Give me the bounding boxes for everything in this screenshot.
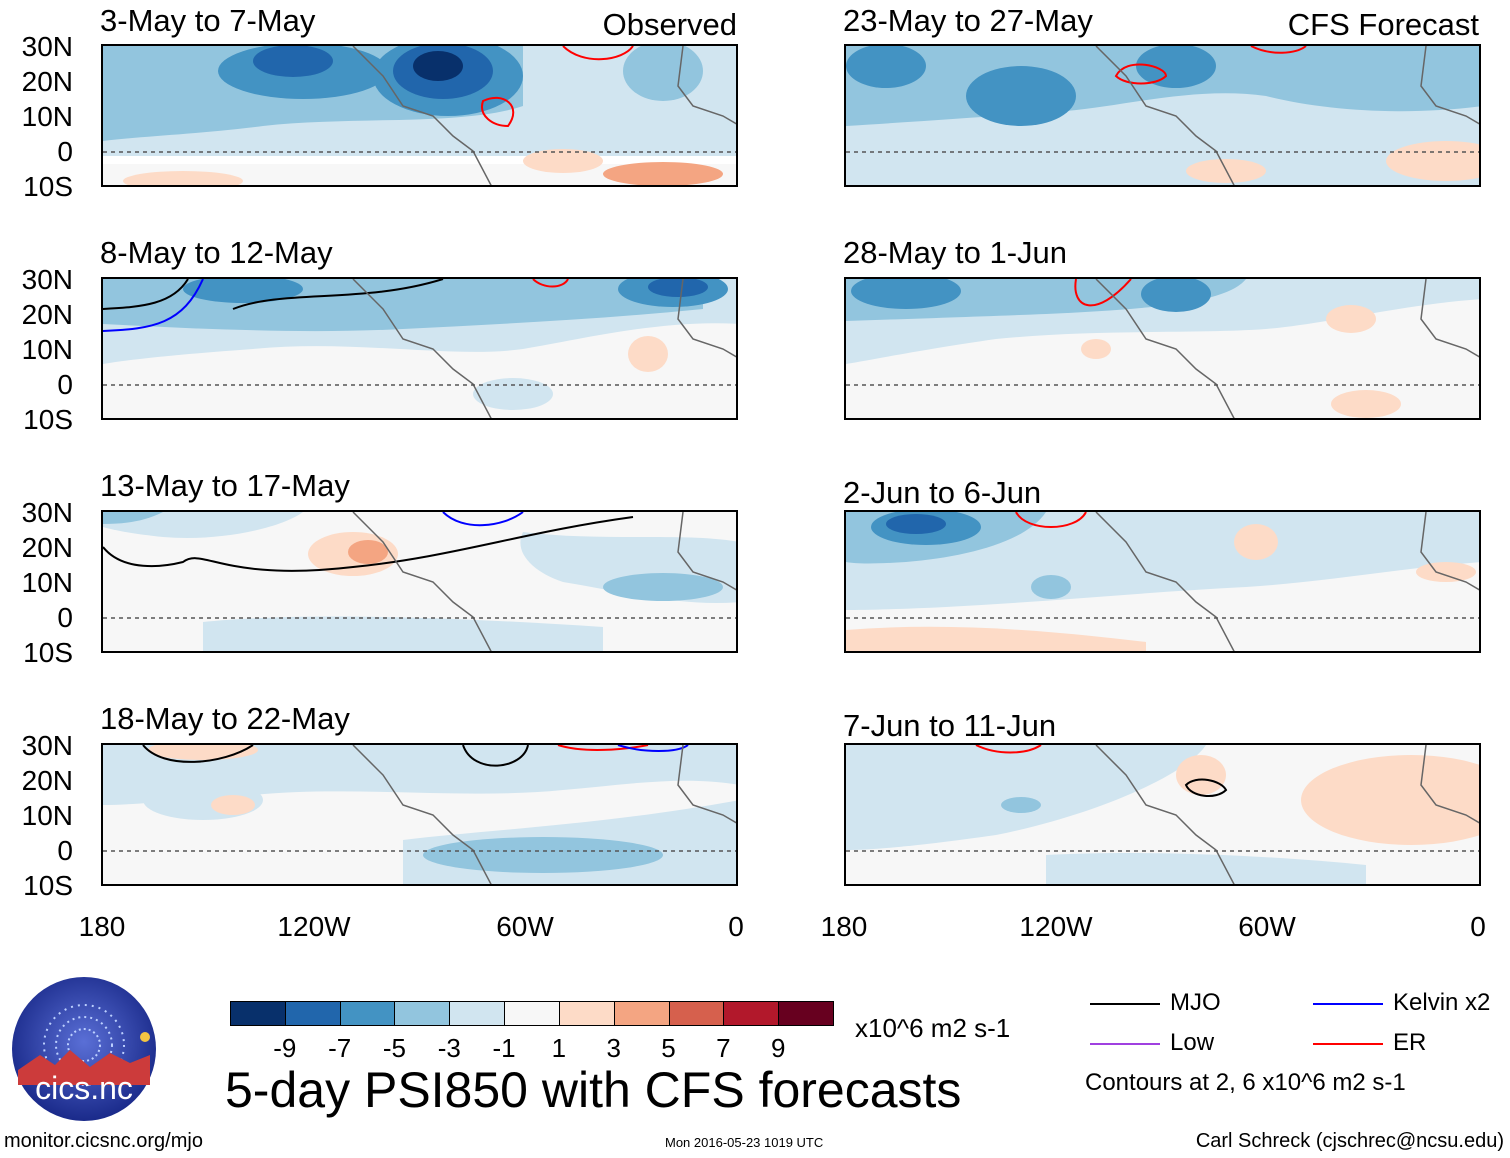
legend-label-kelvin: Kelvin x2 bbox=[1393, 989, 1491, 1016]
legend-label-er: ER bbox=[1393, 1029, 1427, 1056]
colorbar-swatch bbox=[449, 1001, 506, 1026]
contour-note: Contours at 2, 6 x10^6 m2 s-1 bbox=[1085, 1069, 1406, 1096]
colorbar-tick-label: -5 bbox=[382, 1033, 407, 1063]
panel-title-8: 7-Jun to 11-Jun bbox=[843, 708, 1057, 743]
panel-title-1: 3-May to 7-May bbox=[100, 3, 316, 38]
map-field-6 bbox=[846, 279, 1479, 418]
lat-20n: 20N bbox=[21, 532, 73, 563]
lon-0-left: 0 bbox=[728, 911, 744, 942]
map-field-4 bbox=[103, 745, 736, 884]
colorbar-tick-label: -3 bbox=[437, 1033, 461, 1063]
legend-line-low bbox=[1090, 1043, 1160, 1045]
lon-120w-right: 120W bbox=[1019, 911, 1093, 942]
map-field-7 bbox=[846, 512, 1479, 651]
panel-title-7: 2-Jun to 6-Jun bbox=[843, 475, 1042, 510]
legend-label-low: Low bbox=[1170, 1029, 1215, 1056]
panel-title-2: 8-May to 12-May bbox=[100, 235, 333, 270]
map-panel-4 bbox=[101, 743, 738, 886]
legend-line-mjo bbox=[1090, 1003, 1160, 1005]
lat-30n: 30N bbox=[21, 264, 73, 295]
lon-60w-right: 60W bbox=[1238, 911, 1296, 942]
colorbar-swatch bbox=[558, 1001, 615, 1026]
lon-120w-left: 120W bbox=[277, 911, 351, 942]
colorbar-swatch bbox=[613, 1001, 670, 1026]
lat-10s: 10S bbox=[23, 171, 73, 202]
map-field-5 bbox=[846, 46, 1479, 185]
panel-tag-forecast: CFS Forecast bbox=[1287, 7, 1479, 42]
map-panel-7 bbox=[844, 510, 1481, 653]
map-panel-2 bbox=[101, 277, 738, 420]
lat-20n: 20N bbox=[21, 66, 73, 97]
colorbar-swatch bbox=[339, 1001, 396, 1026]
colorbar-tick-label: 5 bbox=[661, 1033, 676, 1063]
lat-30n: 30N bbox=[21, 31, 73, 62]
colorbar-swatch bbox=[504, 1001, 560, 1026]
map-field-2 bbox=[103, 279, 736, 418]
panel-title-3: 13-May to 17-May bbox=[100, 468, 350, 503]
colorbar-swatch bbox=[723, 1001, 780, 1026]
cics-logo: cics.nc bbox=[10, 975, 158, 1123]
lat-0: 0 bbox=[57, 136, 73, 167]
lat-10n: 10N bbox=[21, 800, 73, 831]
lat-0: 0 bbox=[57, 369, 73, 400]
colorbar-tick-label: 9 bbox=[770, 1033, 786, 1063]
colorbar-tick-label: 1 bbox=[551, 1033, 567, 1063]
map-panel-3 bbox=[101, 510, 738, 653]
lat-0: 0 bbox=[57, 835, 73, 866]
lon-180-right: 180 bbox=[820, 911, 868, 942]
map-panel-5 bbox=[844, 44, 1481, 187]
lat-10s: 10S bbox=[23, 870, 73, 901]
panel-title-5: 23-May to 27-May bbox=[843, 3, 1093, 38]
legend-line-kelvin bbox=[1313, 1003, 1383, 1005]
map-panel-1 bbox=[101, 44, 738, 187]
lat-10s: 10S bbox=[23, 404, 73, 435]
colorbar-swatch bbox=[394, 1001, 451, 1026]
map-field-3 bbox=[103, 512, 736, 651]
colorbar-swatch bbox=[284, 1001, 341, 1026]
colorbar-tick-label: -7 bbox=[328, 1033, 352, 1063]
footer-url: monitor.cicsnc.org/mjo bbox=[4, 1130, 203, 1152]
lat-10n: 10N bbox=[21, 567, 73, 598]
colorbar-swatch bbox=[230, 1001, 286, 1026]
colorbar-tick-label: -9 bbox=[273, 1033, 297, 1063]
legend-label-mjo: MJO bbox=[1170, 989, 1221, 1016]
lat-10n: 10N bbox=[21, 334, 73, 365]
legend-line-er bbox=[1313, 1043, 1383, 1045]
colorbar-units: x10^6 m2 s-1 bbox=[855, 1013, 1011, 1043]
map-panel-6 bbox=[844, 277, 1481, 420]
lat-20n: 20N bbox=[21, 299, 73, 330]
colorbar-tick-label: -1 bbox=[492, 1033, 516, 1063]
footer-timestamp: Mon 2016-05-23 1019 UTC bbox=[665, 1135, 824, 1150]
lat-10n: 10N bbox=[21, 101, 73, 132]
lon-180-left: 180 bbox=[78, 911, 126, 942]
colorbar-tick-label: 3 bbox=[606, 1033, 621, 1063]
lon-60w-left: 60W bbox=[496, 911, 554, 942]
colorbar-tick-label: 7 bbox=[716, 1033, 731, 1063]
footer-author: Carl Schreck (cjschrec@ncsu.edu) bbox=[1195, 1130, 1504, 1152]
map-field-1 bbox=[103, 46, 736, 185]
lon-0-right: 0 bbox=[1470, 911, 1486, 942]
panel-title-6: 28-May to 1-Jun bbox=[843, 235, 1067, 270]
panel-tag-observed: Observed bbox=[602, 7, 737, 42]
figure-title: 5-day PSI850 with CFS forecasts bbox=[225, 1062, 962, 1118]
lat-30n: 30N bbox=[21, 497, 73, 528]
colorbar-swatch bbox=[778, 1001, 834, 1026]
colorbar-swatch bbox=[668, 1001, 725, 1026]
lat-10s: 10S bbox=[23, 637, 73, 668]
lat-30n: 30N bbox=[21, 730, 73, 761]
lat-0: 0 bbox=[57, 602, 73, 633]
lat-20n: 20N bbox=[21, 765, 73, 796]
logo-wordmark: cics.nc bbox=[35, 1070, 133, 1106]
panel-title-4: 18-May to 22-May bbox=[100, 701, 350, 736]
map-field-8 bbox=[846, 745, 1479, 884]
map-panel-8 bbox=[844, 743, 1481, 886]
